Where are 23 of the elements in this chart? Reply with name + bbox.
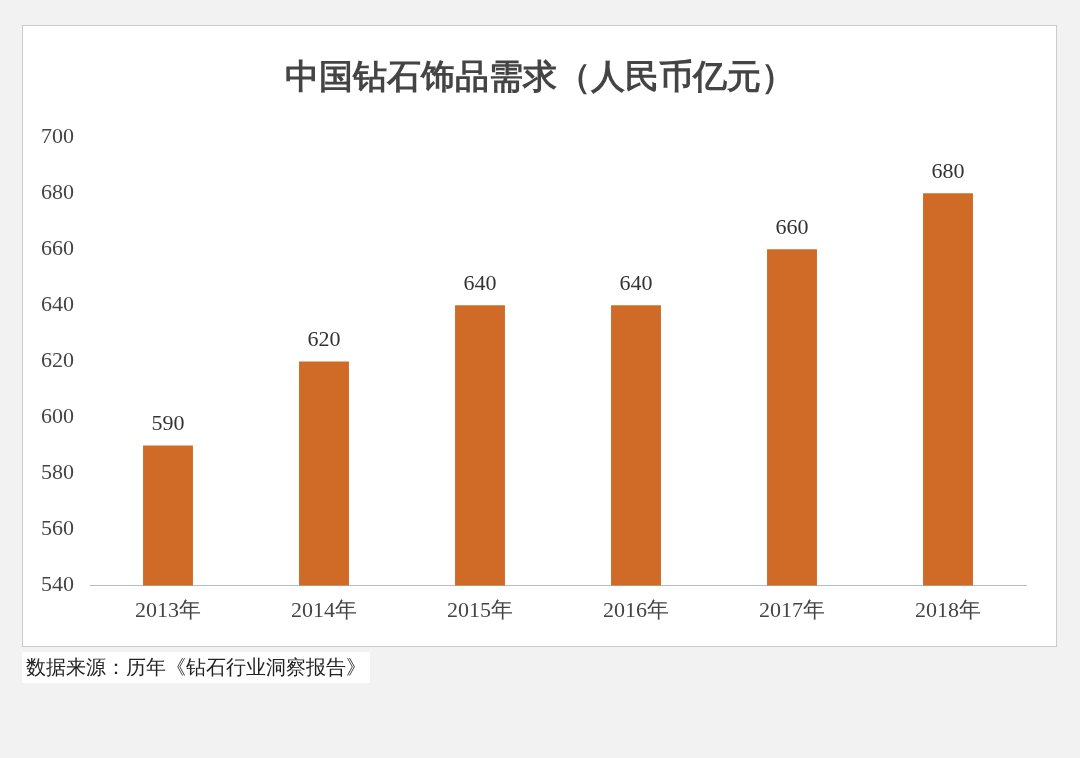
y-tick-label: 640	[41, 291, 74, 317]
y-tick-label: 680	[41, 179, 74, 205]
y-tick-label: 580	[41, 459, 74, 485]
x-tick-label: 2018年	[915, 596, 981, 622]
y-tick-label: 600	[41, 403, 74, 429]
y-tick-label: 620	[41, 347, 74, 373]
y-tick-label: 560	[41, 515, 74, 541]
data-label: 590	[151, 410, 185, 436]
data-label: 660	[775, 214, 809, 240]
data-label: 680	[931, 158, 965, 184]
x-tick-label: 2016年	[603, 596, 669, 622]
data-label: 620	[307, 326, 341, 352]
data-label: 640	[619, 270, 653, 296]
source-note: 数据来源：历年《钻石行业洞察报告》	[22, 652, 370, 683]
x-tick-label: 2013年	[135, 596, 201, 622]
x-tick-label: 2015年	[447, 596, 513, 622]
x-tick-label: 2014年	[291, 596, 357, 622]
data-label: 640	[463, 270, 497, 296]
x-tick-label: 2017年	[759, 596, 825, 622]
y-tick-label: 700	[41, 122, 74, 148]
chart-title: 中国钻石饰品需求（人民币亿元）	[283, 55, 796, 98]
y-tick-label: 540	[41, 571, 74, 597]
y-tick-label: 660	[41, 235, 74, 261]
